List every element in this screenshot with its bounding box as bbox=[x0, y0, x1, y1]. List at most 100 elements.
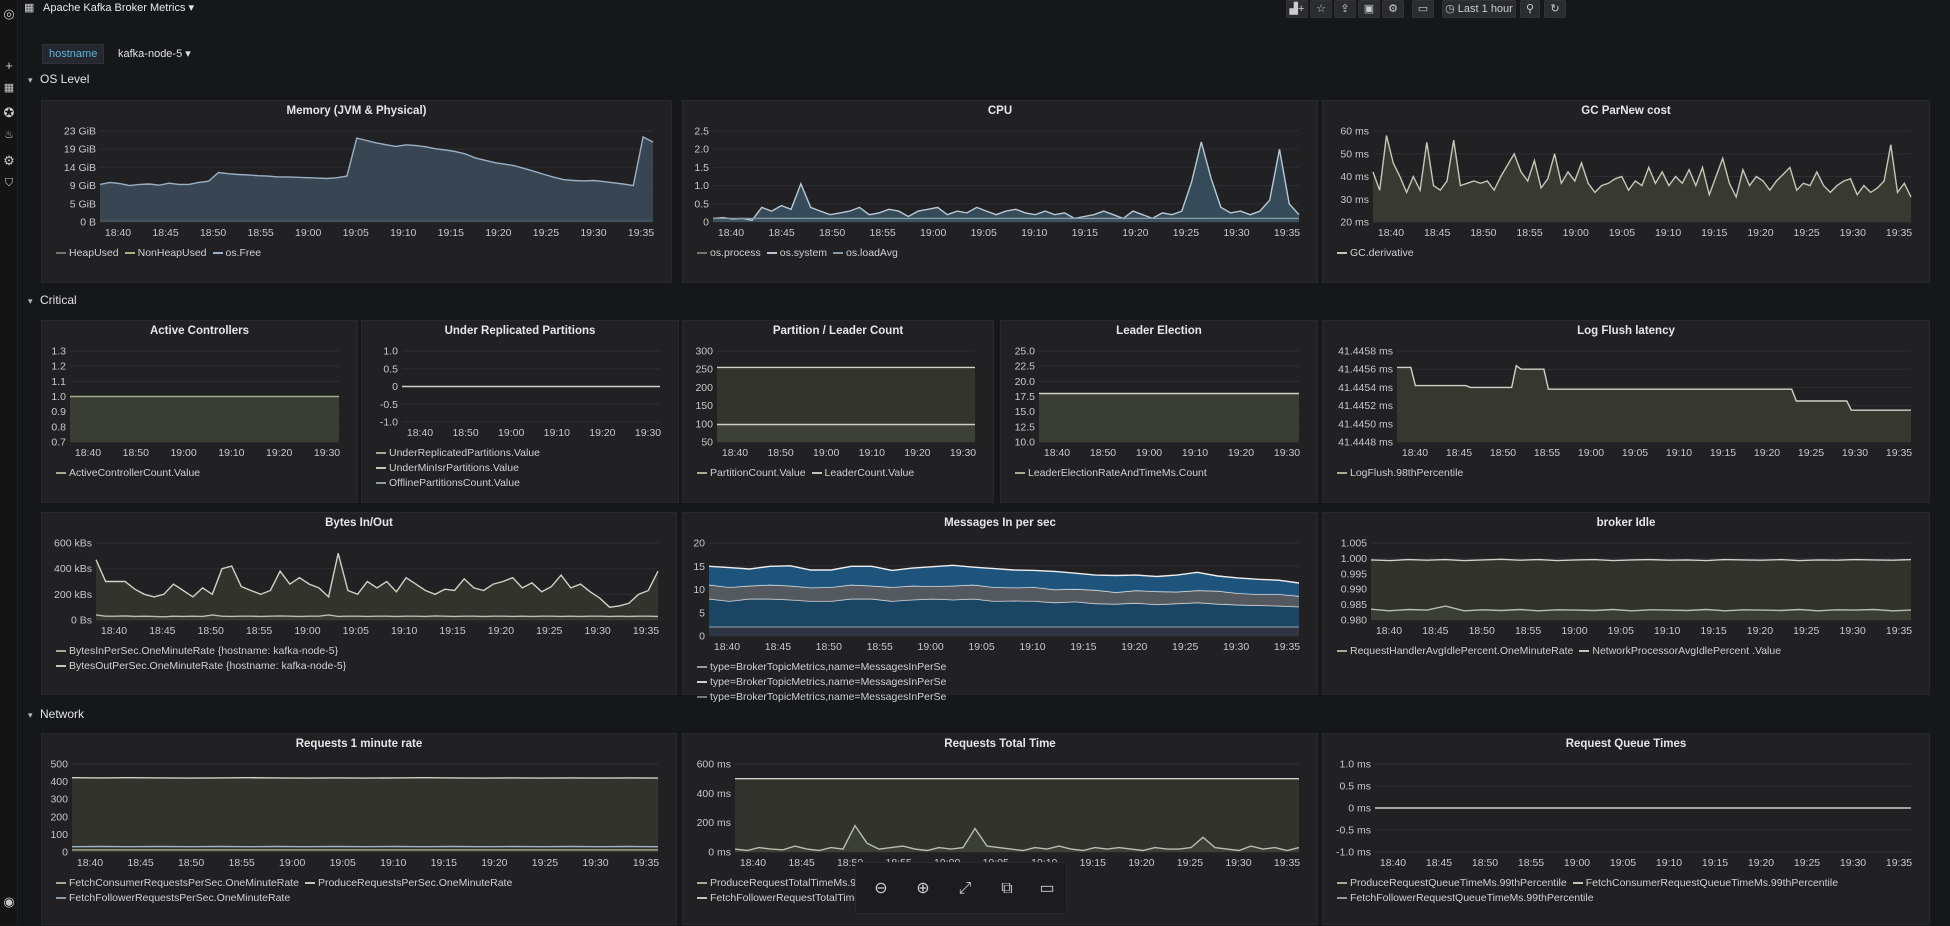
star-button[interactable]: ☆ bbox=[1310, 0, 1332, 18]
y-tick-label: 0.980 bbox=[1341, 615, 1367, 627]
legend-item[interactable]: ProduceRequestQueueTimeMs.99thPercentile bbox=[1337, 877, 1567, 889]
legend-item[interactable]: FetchConsumerRequestQueueTimeMs.99thPerc… bbox=[1573, 877, 1838, 889]
legend-item[interactable]: os.loadAvg bbox=[833, 247, 898, 259]
refresh-button[interactable]: ↻ bbox=[1544, 0, 1566, 18]
legend-label: NetworkProcessorAvgIdlePercent .Value bbox=[1592, 645, 1781, 657]
zoom-out-icon[interactable]: ⊖ bbox=[868, 877, 894, 901]
legend-item[interactable]: LeaderElectionRateAndTimeMs.Count bbox=[1015, 467, 1207, 479]
bell-icon[interactable]: ♨ bbox=[0, 128, 18, 141]
legend-item[interactable]: type=BrokerTopicMetrics,name=MessagesInP… bbox=[697, 661, 946, 673]
legend-item[interactable]: type=BrokerTopicMetrics,name=MessagesInP… bbox=[697, 676, 946, 688]
settings-button[interactable]: ⚙ bbox=[1382, 0, 1404, 18]
x-tick-label: 19:30 bbox=[1842, 447, 1868, 459]
hostname-variable-label: hostname bbox=[42, 44, 104, 64]
legend-item[interactable]: UnderMinIsrPartitions.Value bbox=[376, 462, 519, 474]
row-os-level[interactable]: ▾OS Level bbox=[28, 71, 89, 87]
dashboards-icon[interactable]: ▦ bbox=[0, 81, 18, 94]
x-tick-label: 19:35 bbox=[633, 857, 659, 869]
y-tick-label: 0.990 bbox=[1341, 584, 1367, 596]
x-tick-label: 19:20 bbox=[1748, 857, 1774, 869]
y-tick-label: 250 bbox=[695, 364, 713, 376]
row-critical[interactable]: ▾Critical bbox=[28, 292, 77, 308]
legend-item[interactable]: type=BrokerTopicMetrics,name=MessagesInP… bbox=[697, 691, 946, 703]
fullscreen-icon[interactable]: ⤢ bbox=[952, 877, 978, 901]
x-tick-label: 19:20 bbox=[485, 227, 511, 239]
comment-icon[interactable]: ▭ bbox=[1034, 877, 1060, 901]
user-avatar-icon[interactable]: ◉ bbox=[0, 894, 18, 910]
row-network[interactable]: ▾Network bbox=[28, 706, 84, 722]
y-tick-label: 600 kBs bbox=[54, 538, 92, 550]
x-tick-label: 18:40 bbox=[1378, 227, 1404, 239]
add-panel-button[interactable]: ▟+ bbox=[1286, 0, 1308, 18]
legend-label: BytesInPerSec.OneMinuteRate {hostname: k… bbox=[69, 645, 338, 657]
legend-item[interactable]: LeaderCount.Value bbox=[812, 467, 915, 479]
legend-item[interactable]: BytesInPerSec.OneMinuteRate {hostname: k… bbox=[56, 645, 338, 657]
legend-item[interactable]: os.Free bbox=[213, 247, 262, 259]
x-tick-label: 19:30 bbox=[1223, 641, 1249, 653]
legend-item[interactable]: NonHeapUsed bbox=[125, 247, 207, 259]
x-tick-label: 18:50 bbox=[123, 447, 149, 459]
legend-item[interactable]: os.system bbox=[767, 247, 827, 259]
y-tick-label: 400 bbox=[50, 776, 68, 788]
legend-item[interactable]: GC.derivative bbox=[1337, 247, 1414, 259]
legend-label: FetchConsumerRequestsPerSec.OneMinuteRat… bbox=[69, 877, 299, 889]
save-button[interactable]: ▣ bbox=[1358, 0, 1380, 18]
legend-item[interactable]: FetchFollowerRequestQueueTimeMs.99thPerc… bbox=[1337, 892, 1594, 904]
x-tick-label: 19:30 bbox=[582, 857, 608, 869]
y-tick-label: 23 GiB bbox=[64, 126, 96, 138]
series-line[interactable] bbox=[1371, 559, 1911, 560]
legend-label: type=BrokerTopicMetrics,name=MessagesInP… bbox=[710, 691, 946, 703]
legend-item[interactable]: ProduceRequestsPerSec.OneMinuteRate bbox=[305, 877, 512, 889]
y-tick-label: 200 ms bbox=[697, 817, 731, 829]
present-icon[interactable]: ⧉ bbox=[994, 877, 1020, 901]
legend-item[interactable]: LogFlush.98thPercentile bbox=[1337, 467, 1463, 479]
legend-swatch bbox=[1337, 650, 1347, 652]
legend-item[interactable]: os.process bbox=[697, 247, 761, 259]
dashboard-title[interactable]: Apache Kafka Broker Metrics ▾ bbox=[43, 1, 194, 14]
gear-icon[interactable]: ⚙ bbox=[0, 153, 18, 169]
hostname-variable-select[interactable]: kafka-node-5 ▾ bbox=[114, 44, 195, 64]
legend-item[interactable]: BytesOutPerSec.OneMinuteRate {hostname: … bbox=[56, 660, 346, 672]
grafana-logo-icon[interactable]: ◎ bbox=[0, 6, 18, 22]
legend-item[interactable]: PartitionCount.Value bbox=[697, 467, 806, 479]
legend-label: os.process bbox=[710, 247, 761, 259]
legend-swatch bbox=[812, 472, 822, 474]
x-tick-label: 18:40 bbox=[407, 427, 433, 439]
share-button[interactable]: ⇪ bbox=[1334, 0, 1356, 18]
legend-item[interactable]: FetchFollowerRequestsPerSec.OneMinuteRat… bbox=[56, 892, 290, 904]
legend-item[interactable]: OfflinePartitionsCount.Value bbox=[376, 477, 520, 489]
x-tick-label: 19:20 bbox=[1121, 641, 1147, 653]
legend-item[interactable]: UnderReplicatedPartitions.Value bbox=[376, 447, 540, 459]
zoom-in-icon[interactable]: ⊕ bbox=[910, 877, 936, 901]
x-tick-label: 18:45 bbox=[1422, 625, 1448, 637]
legend-label: FetchFollowerRequestsPerSec.OneMinuteRat… bbox=[69, 892, 290, 904]
plus-icon[interactable]: + bbox=[0, 58, 18, 73]
legend-item[interactable]: RequestHandlerAvgIdlePercent.OneMinuteRa… bbox=[1337, 645, 1573, 657]
chevron-down-icon: ▾ bbox=[28, 293, 40, 309]
legend-item[interactable]: HeapUsed bbox=[56, 247, 119, 259]
x-tick-label: 19:35 bbox=[628, 227, 654, 239]
zoom-out-time-button[interactable]: ⚲ bbox=[1520, 0, 1540, 18]
shield-icon[interactable]: ⛉ bbox=[0, 177, 18, 190]
legend-item[interactable]: NetworkProcessorAvgIdlePercent .Value bbox=[1579, 645, 1781, 657]
legend-swatch bbox=[376, 482, 386, 484]
x-tick-label: 19:10 bbox=[1654, 625, 1680, 637]
legend-item[interactable]: ActiveControllerCount.Value bbox=[56, 467, 200, 479]
time-range-button[interactable]: ◷ Last 1 hour bbox=[1442, 0, 1516, 18]
explore-icon[interactable]: ✪ bbox=[0, 105, 18, 121]
tv-mode-button[interactable]: ▭ bbox=[1412, 0, 1434, 18]
legend-item[interactable]: FetchConsumerRequestsPerSec.OneMinuteRat… bbox=[56, 877, 299, 889]
